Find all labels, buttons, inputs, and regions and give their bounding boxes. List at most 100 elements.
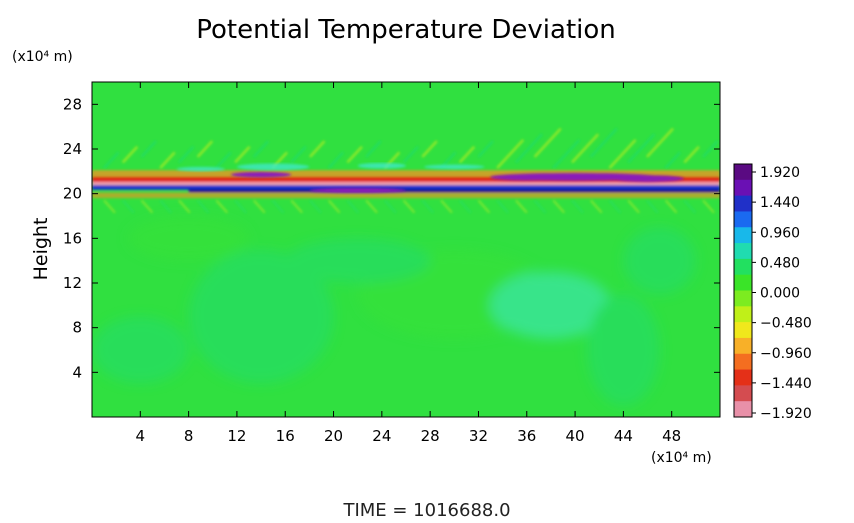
field-blob: [490, 271, 612, 339]
wave-stripe-upper: [159, 151, 176, 169]
wave-stripe-upper: [346, 146, 363, 164]
plot-area: [91, 81, 733, 418]
colorbar-swatch: [734, 385, 752, 402]
colorbar-swatch: [734, 401, 752, 418]
wave-stripe-upper: [140, 140, 157, 158]
colorbar: 1.920 1.440 0.960 0.480 0.000 −0.480 −0.960 −1.…: [733, 163, 812, 422]
wave-stripe-upper: [589, 127, 618, 158]
cyan-patch: [236, 163, 310, 171]
x-tick-label: 28: [421, 427, 440, 445]
x-tick-label: 24: [372, 427, 391, 445]
colorbar-swatch: [734, 179, 752, 197]
x-tick-label: 16: [276, 427, 295, 445]
x-tick-label: 48: [662, 427, 681, 445]
field-blob: [285, 238, 431, 283]
y-tick-label: 4: [72, 363, 82, 381]
wave-stripe-lower: [290, 199, 303, 214]
x-tick-label: 8: [184, 427, 194, 445]
wave-stripe-upper: [327, 151, 345, 169]
purple-patch: [490, 174, 563, 181]
wave-stripe-lower: [722, 200, 733, 212]
cyan-patch: [176, 166, 225, 172]
wave-stripe-lower: [196, 199, 210, 214]
colorbar-swatch: [734, 290, 752, 307]
chart-title: Potential Temperature Deviation: [196, 15, 616, 45]
x-tick-label: 20: [324, 427, 343, 445]
colorbar-swatch: [734, 195, 752, 212]
y-tick-label: 12: [63, 274, 82, 292]
field-blob: [128, 216, 249, 261]
colorbar-label: 0.000: [760, 286, 800, 302]
wave-stripe-upper: [215, 151, 232, 169]
colorbar-swatch: [734, 274, 752, 291]
wave-stripe-lower: [309, 199, 322, 214]
field-blob: [188, 249, 334, 384]
wave-stripe-upper: [702, 140, 719, 158]
wave-stripe-lower: [159, 199, 172, 214]
colorbar-swatch: [734, 306, 752, 323]
cyan-patch: [424, 164, 485, 170]
wave-stripe-lower: [103, 199, 116, 214]
wave-stripe-lower: [533, 199, 547, 214]
y-tick-label: 20: [63, 185, 82, 203]
purple-patch: [230, 171, 292, 178]
wave-stripe-upper: [664, 151, 681, 169]
wave-stripe-upper: [533, 127, 562, 158]
band-blue: [92, 185, 720, 190]
y-tick-label: 8: [72, 319, 82, 337]
wave-stripe-upper: [683, 146, 700, 164]
wave-stripe-lower: [459, 199, 472, 214]
purple-patch: [309, 187, 407, 193]
colorbar-label: 0.960: [760, 225, 800, 241]
wave-stripe-upper: [103, 151, 120, 169]
wave-stripe-lower: [384, 199, 397, 214]
wave-stripe-upper: [571, 133, 599, 164]
field-blob: [92, 316, 189, 384]
wave-stripe-upper: [196, 140, 213, 158]
wave-stripe-upper: [646, 127, 674, 158]
field-cyan-patches: [176, 162, 485, 172]
wave-stripe-lower: [683, 199, 696, 214]
colorbar-label: −1.440: [760, 376, 812, 392]
field-lower-variations: [92, 216, 696, 406]
x-tick-label: 32: [469, 427, 488, 445]
wave-stripe-upper: [421, 140, 438, 158]
wave-stripe-lower: [590, 199, 603, 214]
band-warm-upper: [92, 170, 720, 179]
wave-stripe-upper: [234, 146, 251, 164]
x-tick-label: 36: [517, 427, 536, 445]
colorbar-label: −0.960: [760, 346, 812, 362]
x-tick-label: 44: [614, 427, 633, 445]
wave-stripe-upper: [290, 146, 307, 164]
x-tick-label: 12: [227, 427, 246, 445]
x-tick-label: 4: [136, 427, 146, 445]
wave-stripe-lower: [440, 199, 453, 214]
wave-stripe-upper: [608, 139, 637, 169]
y-tick-label: 16: [63, 229, 82, 247]
wave-stripe-upper: [402, 146, 419, 164]
wave-stripe-lower: [234, 199, 247, 214]
wave-stripe-lower: [646, 199, 659, 214]
colorbar-label: −1.920: [760, 406, 812, 422]
wave-stripe-lower: [515, 199, 528, 214]
cyan-patch: [357, 162, 406, 169]
field-purple-patches: [230, 171, 684, 193]
band-dark-blue: [188, 189, 720, 193]
wave-stripe-upper: [458, 146, 476, 164]
colorbar-label: 1.440: [760, 195, 800, 211]
wave-stripe-upper: [496, 139, 525, 169]
wave-stripe-lower: [702, 199, 715, 214]
colorbar-frame: [733, 163, 753, 418]
wave-stripe-lower: [627, 199, 640, 214]
wave-stripe-lower: [365, 199, 378, 214]
wave-stripe-upper: [121, 146, 139, 164]
wave-stripe-upper: [627, 133, 656, 164]
wave-stripe-lower: [477, 199, 491, 214]
wave-stripe-lower: [178, 199, 191, 214]
y-ticks: 4 8 12 16 20 24 28: [63, 95, 720, 381]
wave-stripe-upper: [515, 133, 543, 164]
wave-stripe-lower: [421, 199, 434, 214]
field-blob: [587, 294, 660, 406]
purple-patch: [611, 175, 684, 182]
